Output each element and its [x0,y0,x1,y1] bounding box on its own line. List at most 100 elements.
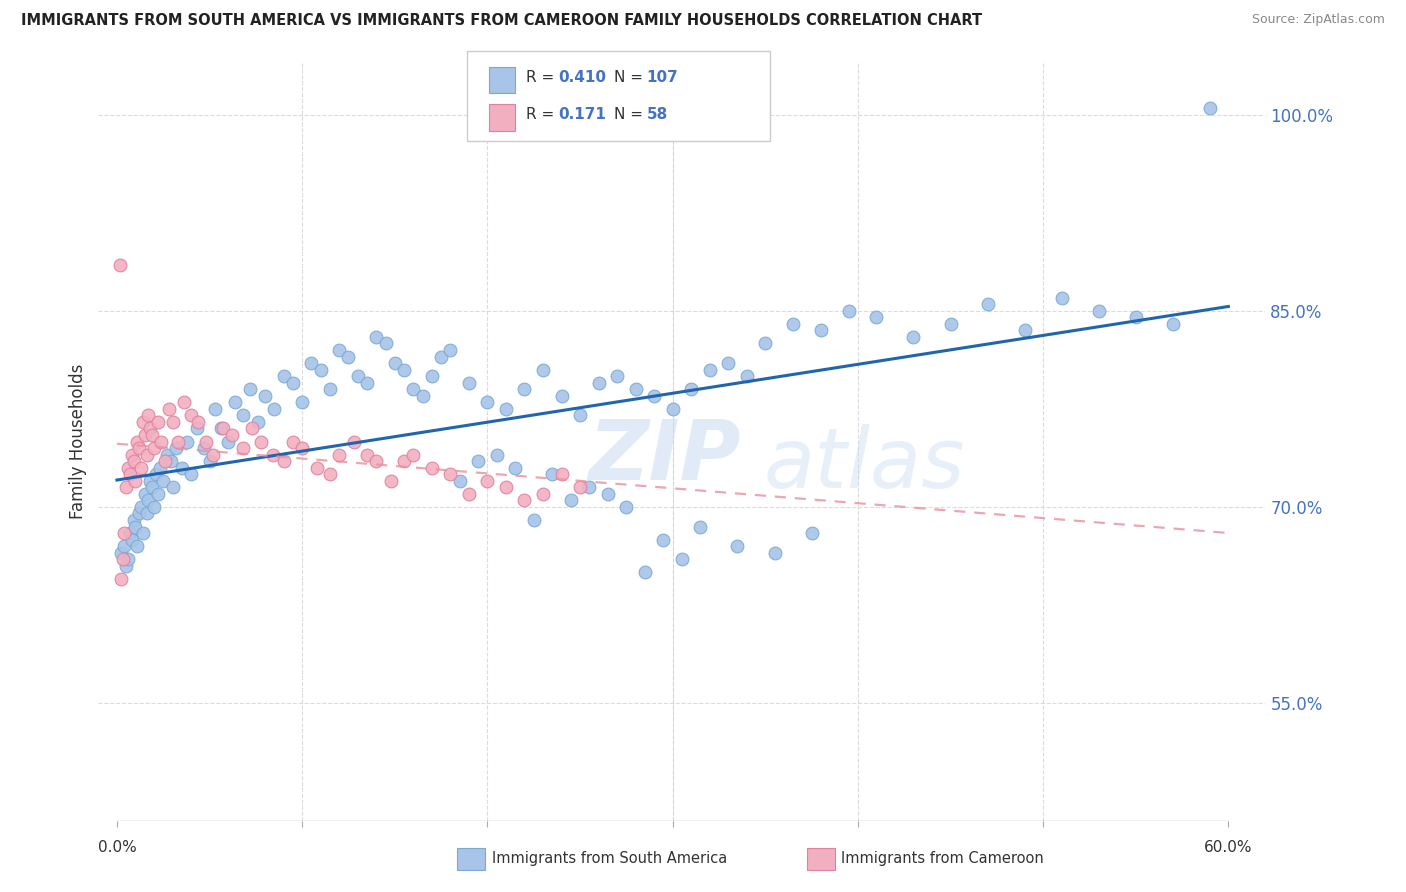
Point [513,382,536,396]
Point [588,376,610,390]
Point [159,454,181,468]
Point [1161,317,1184,331]
Point [550,467,572,482]
Point [121,448,143,462]
Point [115,558,138,573]
Point [569,480,592,494]
Point [800,526,823,541]
Point [541,467,564,482]
Point [138,409,160,423]
Point [699,362,721,376]
Point [162,415,184,429]
Point [606,369,628,384]
Point [420,460,443,475]
Point [467,454,489,468]
Point [240,421,263,435]
Point [194,434,217,449]
Point [170,460,193,475]
Point [384,356,406,370]
Point [162,480,184,494]
Point [356,448,378,462]
Point [118,467,141,482]
Point [301,356,323,370]
Point [420,369,443,384]
Point [146,415,169,429]
Point [153,454,176,468]
Text: 60.0%: 60.0% [1204,840,1253,855]
Point [141,480,163,494]
Point [128,507,150,521]
Point [221,428,243,442]
Point [402,448,425,462]
Point [754,336,776,351]
Point [112,526,135,541]
Point [135,448,157,462]
Point [209,421,232,435]
Point [392,362,415,376]
Point [596,487,619,501]
Point [1198,101,1220,115]
Point [449,474,471,488]
Point [122,513,145,527]
Point [439,343,461,357]
Point [366,330,388,344]
Text: 58: 58 [647,107,668,122]
Point [115,480,138,494]
Point [143,441,166,455]
Text: 0.171: 0.171 [558,107,606,122]
Point [661,401,683,416]
Point [254,389,277,403]
Point [239,382,262,396]
Point [810,323,832,337]
Point [457,376,479,390]
Point [735,369,758,384]
Point [134,487,156,501]
Point [132,415,155,429]
Point [291,395,314,409]
Point [374,336,396,351]
Point [939,317,962,331]
Point [145,467,167,482]
Point [202,448,225,462]
Point [165,441,187,455]
Point [402,382,425,396]
Point [976,297,998,311]
Point [457,487,479,501]
Point [152,474,174,488]
Point [135,507,157,521]
Point [224,395,246,409]
Point [124,519,146,533]
Point [1014,323,1036,337]
Point [173,395,195,409]
Point [180,467,202,482]
Point [110,546,132,560]
Point [495,401,517,416]
Point [110,572,132,586]
Point [495,480,517,494]
Point [305,460,328,475]
Point [211,421,233,435]
Point [1087,303,1109,318]
Text: 0.410: 0.410 [558,70,606,85]
Point [273,454,295,468]
Point [204,401,226,416]
Point [157,401,180,416]
Point [560,493,582,508]
Point [198,454,221,468]
Point [148,460,170,475]
Point [634,566,657,580]
Point [343,434,366,449]
Text: Immigrants from Cameroon: Immigrants from Cameroon [841,851,1043,865]
Point [569,409,592,423]
Point [193,441,215,455]
Point [141,428,163,442]
Text: 0.0%: 0.0% [97,840,136,855]
Point [319,382,342,396]
Point [281,376,304,390]
Point [763,546,786,560]
Point [430,350,453,364]
Point [127,434,149,449]
Point [146,487,169,501]
Point [111,552,134,566]
Point [477,474,499,488]
